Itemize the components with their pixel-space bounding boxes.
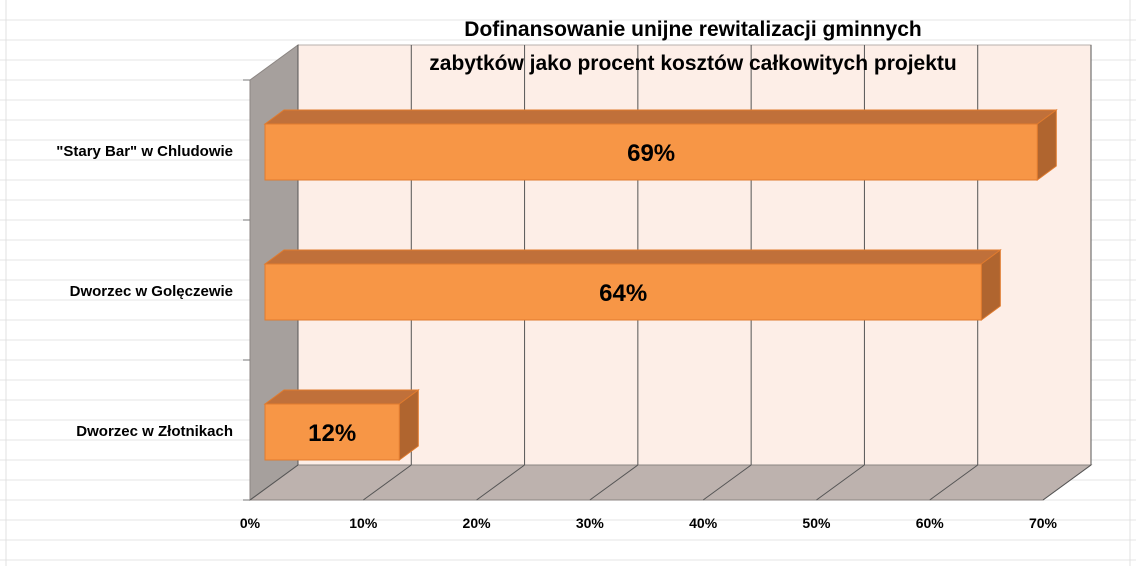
gridline-floor xyxy=(589,464,639,501)
x-tick-label: 20% xyxy=(463,515,492,531)
bar: 69% xyxy=(263,109,1058,181)
bar: 64% xyxy=(263,249,1002,321)
floor xyxy=(248,464,1093,501)
gridline-floor xyxy=(362,464,412,501)
y-category-label: Dworzec w Golęczewie xyxy=(70,283,233,300)
x-axis-labels: 0% 10% 20% 30% 40% 50% 60% 70% xyxy=(240,515,1058,531)
x-tick-label: 60% xyxy=(916,515,945,531)
y-axis-tick-marks xyxy=(243,79,250,501)
gridline-floor xyxy=(1042,464,1092,501)
y-axis-labels: "Stary Bar" w Chludowie Dworzec w Golęcze… xyxy=(56,143,233,440)
bar-front xyxy=(264,403,400,461)
gridline-floor xyxy=(702,464,752,501)
x-tick-label: 50% xyxy=(802,515,831,531)
x-tick-label: 0% xyxy=(240,515,261,531)
bar-front xyxy=(264,263,982,321)
data-label: 69% xyxy=(627,140,675,167)
chart-title-line-1: Dofinansowanie unijne rewitalizacji gmin… xyxy=(464,18,921,41)
gridline-floor xyxy=(816,464,865,501)
x-tick-label: 10% xyxy=(349,515,378,531)
gridline-floor xyxy=(476,464,525,501)
bar-front xyxy=(264,123,1038,181)
y-category-label: Dworzec w Złotnikach xyxy=(76,423,233,440)
data-label: 12% xyxy=(308,420,356,447)
chart-title-line-2: zabytków jako procent kosztów całkowityc… xyxy=(429,52,956,75)
bar-top xyxy=(263,109,1058,125)
y-category-label: "Stary Bar" w Chludowie xyxy=(56,143,233,160)
x-tick-label: 40% xyxy=(689,515,718,531)
bar-top xyxy=(263,389,420,405)
x-tick-label: 30% xyxy=(576,515,605,531)
bar: 12% xyxy=(263,389,420,461)
data-label: 64% xyxy=(599,280,647,307)
gridline-floor xyxy=(249,464,299,501)
gridline-floor xyxy=(929,464,979,501)
bars: 69% 64% 12% xyxy=(263,109,1058,461)
bar-top xyxy=(263,249,1002,265)
x-tick-label: 70% xyxy=(1029,515,1058,531)
